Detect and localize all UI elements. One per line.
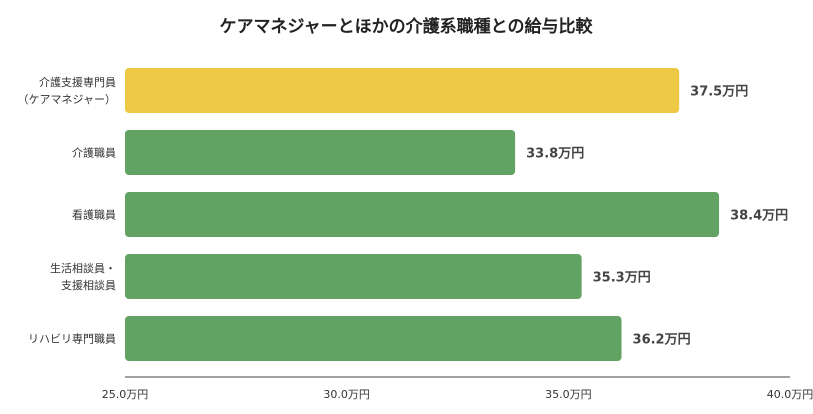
- bar-2: [125, 192, 720, 237]
- category-label-3: 生活相談員・支援相談員: [50, 261, 116, 292]
- category-label-1: 介護職員: [72, 146, 116, 160]
- x-tick-label-2: 35.0万円: [545, 388, 592, 401]
- category-label-0: 介護支援専門員 （ケアマネジャー）: [18, 75, 116, 106]
- category-label-line: （ケアマネジャー）: [18, 93, 116, 106]
- value-label-3: 35.3万円: [593, 271, 651, 286]
- x-tick-label-1: 30.0万円: [323, 388, 370, 401]
- category-label-line: リハビリ専門職員: [28, 333, 116, 346]
- category-label-line: 生活相談員・: [50, 261, 116, 275]
- category-label-4: リハビリ専門職員: [28, 333, 116, 346]
- category-label-line: 看護職員: [72, 208, 116, 222]
- value-label-0: 37.5万円: [690, 85, 748, 100]
- value-label-1: 33.8万円: [526, 147, 584, 162]
- bars-layer: [125, 68, 720, 361]
- bar-0: [125, 68, 680, 113]
- value-label-2: 38.4万円: [730, 209, 788, 224]
- bar-1: [125, 130, 516, 175]
- category-labels-layer: 介護支援専門員 （ケアマネジャー） 介護職員看護職員生活相談員・支援相談員リハビリ専…: [18, 75, 116, 346]
- value-labels-layer: 37.5万円 33.8万円 38.4万円 35.3万円 36.2万円: [526, 85, 788, 348]
- category-label-line: 介護支援専門員: [39, 75, 116, 89]
- bar-4: [125, 316, 622, 361]
- chart-title: ケアマネジャーとほかの介護系職種との給与比較: [220, 16, 594, 37]
- x-tick-label-3: 40.0万円: [767, 388, 813, 401]
- x-tick-labels-layer: 25.0万円 30.0万円 35.0万円 40.0万円: [102, 388, 813, 401]
- category-label-line: 介護職員: [72, 146, 116, 160]
- x-tick-label-0: 25.0万円: [102, 388, 149, 401]
- category-label-line: 支援相談員: [61, 278, 116, 292]
- category-label-2: 看護職員: [72, 208, 116, 222]
- value-label-4: 36.2万円: [633, 333, 691, 348]
- bar-3: [125, 254, 582, 299]
